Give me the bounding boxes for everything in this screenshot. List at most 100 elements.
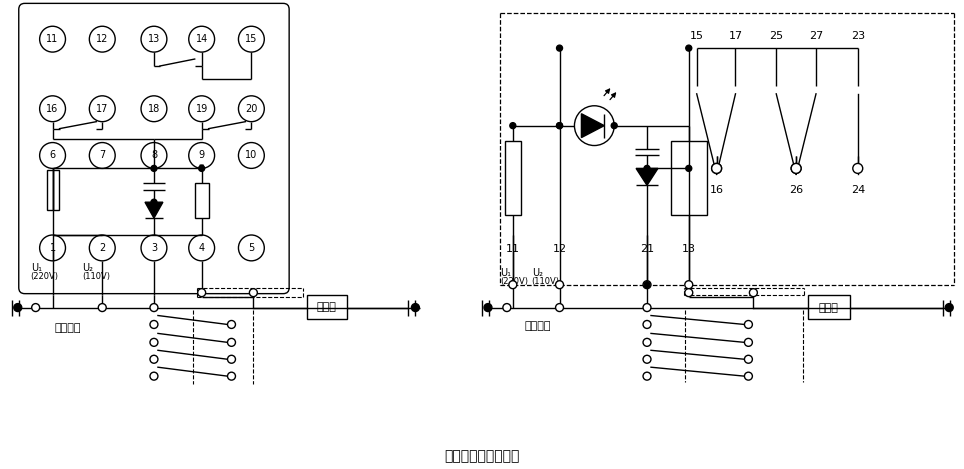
Circle shape [556,123,563,129]
Circle shape [643,303,651,311]
Circle shape [749,289,758,296]
Text: 26: 26 [790,185,803,195]
Circle shape [643,356,651,363]
Circle shape [32,303,40,311]
Text: U₂: U₂ [82,263,94,273]
Circle shape [150,372,158,380]
Circle shape [643,281,651,289]
Text: 4: 4 [199,243,204,253]
Text: 13: 13 [682,244,696,254]
Circle shape [853,163,863,174]
Circle shape [228,372,235,380]
Text: 8: 8 [151,151,157,160]
Circle shape [228,338,235,346]
Circle shape [228,356,235,363]
Text: 14: 14 [196,34,208,44]
Text: 23: 23 [850,31,865,41]
Bar [671,141,707,215]
Circle shape [98,303,106,311]
Circle shape [556,45,563,51]
Circle shape [744,320,752,328]
Text: 15: 15 [689,31,704,41]
Polygon shape [145,202,163,218]
Circle shape [150,320,158,328]
Circle shape [150,303,158,311]
Circle shape [643,372,651,380]
Text: 7: 7 [99,151,105,160]
Circle shape [711,163,722,174]
Text: 17: 17 [96,104,108,114]
Circle shape [509,281,517,289]
Circle shape [228,320,235,328]
Circle shape [644,166,650,171]
Text: 17: 17 [729,31,742,41]
Circle shape [503,303,511,311]
Text: 18: 18 [147,104,160,114]
Circle shape [744,356,752,363]
Text: 27: 27 [809,31,823,41]
Circle shape [711,163,722,174]
Text: 5: 5 [249,243,254,253]
Circle shape [151,199,157,205]
Text: 12: 12 [552,244,567,254]
Circle shape [744,372,752,380]
Circle shape [198,289,205,296]
Text: U₂: U₂ [532,268,543,278]
Bar [505,141,521,215]
Text: 跳闸回路监视典型图: 跳闸回路监视典型图 [444,450,520,464]
Text: 16: 16 [46,104,59,114]
Bar [808,295,850,319]
Text: 10: 10 [245,151,257,160]
Text: 25: 25 [769,31,784,41]
Text: 11: 11 [46,34,59,44]
Circle shape [643,320,651,328]
Text: 13: 13 [147,34,160,44]
Text: (110V): (110V) [532,277,560,286]
Text: 19: 19 [196,104,208,114]
Text: 跳闸触点: 跳闸触点 [524,321,551,332]
Circle shape [946,303,953,311]
Text: 断路器: 断路器 [317,302,336,311]
Polygon shape [581,113,604,137]
Text: 2: 2 [99,243,105,253]
Bar [46,170,59,210]
Circle shape [150,356,158,363]
Text: 11: 11 [506,244,520,254]
Text: 24: 24 [850,185,865,195]
Text: 20: 20 [245,104,257,114]
Circle shape [611,123,617,129]
Bar [308,295,347,319]
Circle shape [791,163,801,174]
Circle shape [684,289,693,296]
Polygon shape [636,168,658,185]
Text: 21: 21 [640,244,655,254]
Circle shape [150,338,158,346]
Circle shape [685,166,692,171]
Text: 12: 12 [96,34,108,44]
Bar [195,183,208,218]
Circle shape [484,303,492,311]
Circle shape [644,282,650,287]
Circle shape [791,163,801,174]
Circle shape [555,281,564,289]
Circle shape [684,281,693,289]
Text: U₁: U₁ [500,268,511,278]
Circle shape [744,338,752,346]
Circle shape [556,123,563,129]
Circle shape [510,123,516,129]
Circle shape [151,166,157,171]
Text: U₁: U₁ [31,263,41,273]
Circle shape [643,338,651,346]
Circle shape [250,289,257,296]
Text: 16: 16 [710,185,724,195]
Text: 跳闸触点: 跳闸触点 [55,324,81,333]
Text: 6: 6 [49,151,56,160]
Text: 15: 15 [245,34,257,44]
Circle shape [412,303,419,311]
Circle shape [13,303,22,311]
Text: (220V): (220V) [31,272,59,281]
Circle shape [199,166,204,171]
Text: 断路器: 断路器 [819,303,839,312]
Text: 1: 1 [49,243,56,253]
Circle shape [685,45,692,51]
